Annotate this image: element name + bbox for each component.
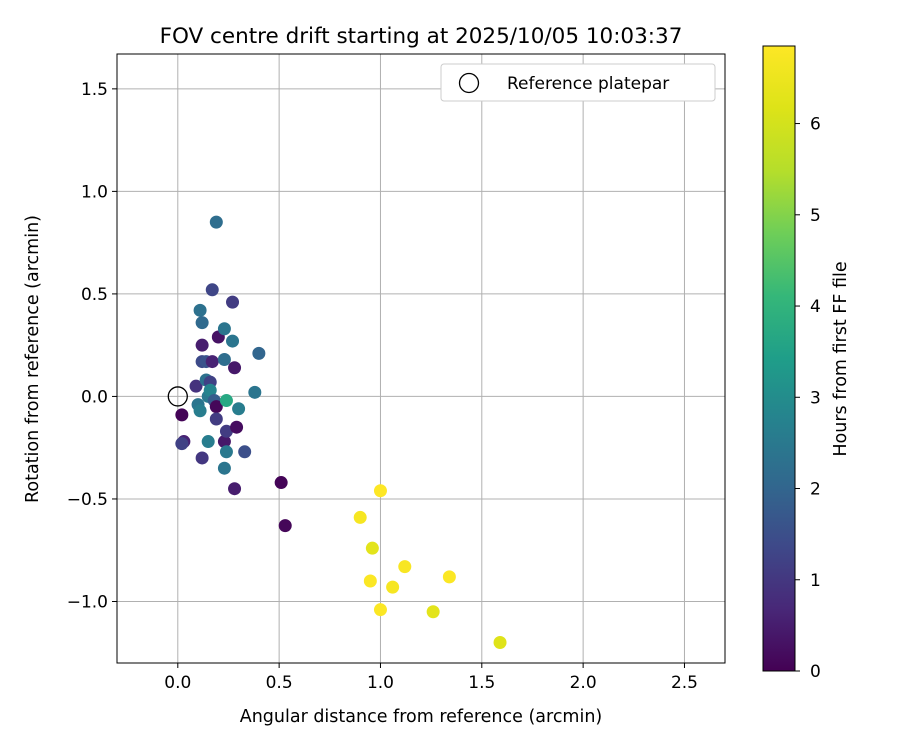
scatter-point xyxy=(189,379,203,393)
scatter-point xyxy=(278,519,292,533)
scatter-point xyxy=(226,295,240,309)
scatter-point xyxy=(365,541,379,555)
scatter-point xyxy=(195,338,209,352)
colorbar: 0 1 2 3 4 5 6 Hours from first FF file xyxy=(762,45,851,682)
scatter-point xyxy=(373,484,387,498)
y-tick-label: −1.0 xyxy=(67,592,108,612)
scatter-point xyxy=(386,580,400,594)
scatter-point xyxy=(193,303,207,317)
x-axis-ticks: 0.0 0.5 1.0 1.5 2.0 2.5 xyxy=(164,663,698,693)
colorbar-tick-label: 6 xyxy=(810,115,821,135)
scatter-point xyxy=(353,510,367,524)
scatter-point xyxy=(398,560,412,574)
scatter-point xyxy=(363,574,377,588)
x-tick-label: 0.5 xyxy=(266,673,293,693)
scatter-point xyxy=(209,400,223,414)
scatter-point xyxy=(248,385,262,399)
scatter-point xyxy=(201,435,215,449)
scatter-point xyxy=(205,283,219,297)
x-axis-label: Angular distance from reference (arcmin) xyxy=(240,707,603,727)
scatter-point xyxy=(219,424,233,438)
scatter-point xyxy=(238,445,252,459)
colorbar-tick-label: 1 xyxy=(810,571,821,591)
scatter-point xyxy=(373,603,387,617)
y-axis-label: Rotation from reference (arcmin) xyxy=(23,215,43,503)
scatter-point xyxy=(217,322,231,336)
chart-title: FOV centre drift starting at 2025/10/05 … xyxy=(160,24,683,49)
colorbar-label: Hours from first FF file xyxy=(831,261,851,456)
colorbar-tick-label: 3 xyxy=(810,388,821,408)
scatter-point xyxy=(219,394,233,408)
scatter-point xyxy=(232,402,246,416)
legend-marker-reference xyxy=(458,72,480,94)
reference-marker xyxy=(167,386,188,407)
colorbar-gradient xyxy=(762,45,796,672)
reference-point xyxy=(167,386,188,407)
scatter-point xyxy=(274,476,288,490)
scatter-point xyxy=(205,355,219,369)
scatter-point xyxy=(426,605,440,619)
x-tick-label: 2.0 xyxy=(570,673,597,693)
colorbar-tick-label: 0 xyxy=(810,662,821,682)
y-tick-label: 0.0 xyxy=(81,387,108,407)
y-tick-label: 0.5 xyxy=(81,285,108,305)
scatter-point xyxy=(203,383,217,397)
plot-area xyxy=(116,53,726,664)
scatter-point xyxy=(442,570,456,584)
scatter-point xyxy=(228,361,242,375)
legend-label-reference: Reference platepar xyxy=(507,74,669,94)
y-axis-ticks: −1.0 −0.5 0.0 0.5 1.0 1.5 xyxy=(67,80,117,612)
x-tick-label: 1.0 xyxy=(367,673,394,693)
x-tick-label: 2.5 xyxy=(671,673,698,693)
scatter-point xyxy=(175,408,189,422)
scatter-point xyxy=(219,445,233,459)
colorbar-tick-label: 2 xyxy=(810,480,821,500)
scatter-point xyxy=(175,437,189,451)
colorbar-ticks: 0 1 2 3 4 5 6 xyxy=(795,115,821,682)
scatter-point xyxy=(230,420,244,434)
scatter-point xyxy=(209,215,223,229)
legend: Reference platepar xyxy=(440,63,716,102)
y-tick-label: −0.5 xyxy=(67,490,108,510)
scatter-point xyxy=(195,316,209,330)
scatter-point xyxy=(195,451,209,465)
scatter-point xyxy=(228,482,242,496)
scatter-point xyxy=(193,404,207,418)
colorbar-tick-label: 5 xyxy=(810,206,821,226)
colorbar-tick-label: 4 xyxy=(810,297,821,317)
x-tick-label: 1.5 xyxy=(468,673,495,693)
x-tick-label: 0.0 xyxy=(164,673,191,693)
scatter-point xyxy=(226,334,240,348)
scatter-point xyxy=(252,346,266,360)
scatter-point xyxy=(209,412,223,426)
scatter-point xyxy=(217,353,231,367)
scatter-points xyxy=(175,215,507,649)
y-tick-label: 1.0 xyxy=(81,182,108,202)
scatter-point xyxy=(217,461,231,475)
scatter-point xyxy=(217,435,231,449)
y-tick-label: 1.5 xyxy=(81,80,108,100)
scatter-point xyxy=(493,635,507,649)
